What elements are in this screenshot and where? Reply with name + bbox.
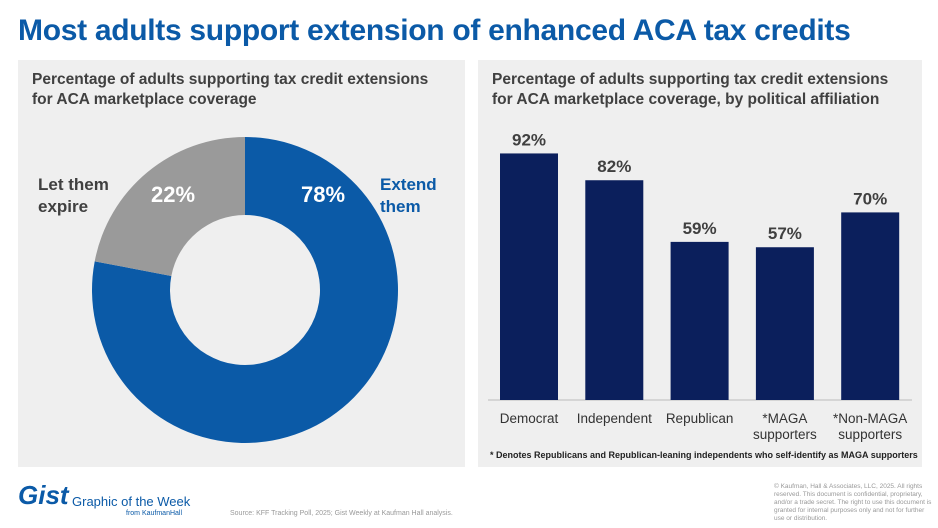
- bar-1: [585, 180, 644, 400]
- gist-logo: Gist: [18, 480, 69, 510]
- category-label: *Non-MAGA: [833, 411, 907, 426]
- bar-2: [670, 241, 729, 400]
- donut-panel: Percentage of adults supporting tax cred…: [18, 60, 465, 467]
- footnote: * Denotes Republicans and Republican-lea…: [490, 450, 918, 460]
- label-extend: Extend them: [380, 175, 437, 216]
- category-label: supporters: [753, 427, 817, 442]
- category-label: supporters: [838, 427, 902, 442]
- category-label: Republican: [666, 411, 734, 426]
- donut-slice-1: [94, 137, 245, 276]
- bar-title: Percentage of adults supporting tax cred…: [492, 71, 889, 108]
- bar-panel: Percentage of adults supporting tax cred…: [478, 60, 922, 467]
- donut-title: Percentage of adults supporting tax cred…: [32, 71, 429, 108]
- bar-value-label: 70%: [853, 189, 887, 208]
- bar-value-label: 57%: [768, 224, 802, 243]
- bar-4: [841, 212, 900, 400]
- bar-0: [500, 153, 558, 400]
- slice-label-extend: 78%: [301, 182, 345, 207]
- bar-value-label: 82%: [597, 157, 631, 176]
- copyright: © Kaufman, Hall & Associates, LLC, 2025.…: [774, 483, 932, 522]
- source-note: Source: KFF Tracking Poll, 2025; Gist We…: [230, 510, 453, 517]
- category-label: Democrat: [500, 411, 559, 426]
- bar-chart: 92% Democrat 82% Independent 59% Republican 57…: [488, 130, 912, 442]
- bar-value-label: 92%: [512, 130, 546, 149]
- category-label: Independent: [577, 411, 652, 426]
- page-title: Most adults support extension of enhance…: [18, 14, 851, 47]
- donut-chart: 78% 22%: [91, 137, 398, 444]
- logo-from: from KaufmanHall: [126, 510, 183, 517]
- label-expire: Let them expire: [38, 175, 109, 216]
- logo-subtitle: Graphic of the Week: [72, 494, 191, 509]
- category-label: *MAGA: [762, 411, 807, 426]
- donut-slice-0: [91, 137, 398, 444]
- slice-label-expire: 22%: [151, 182, 195, 207]
- bar-3: [755, 247, 814, 400]
- bar-value-label: 59%: [683, 219, 717, 238]
